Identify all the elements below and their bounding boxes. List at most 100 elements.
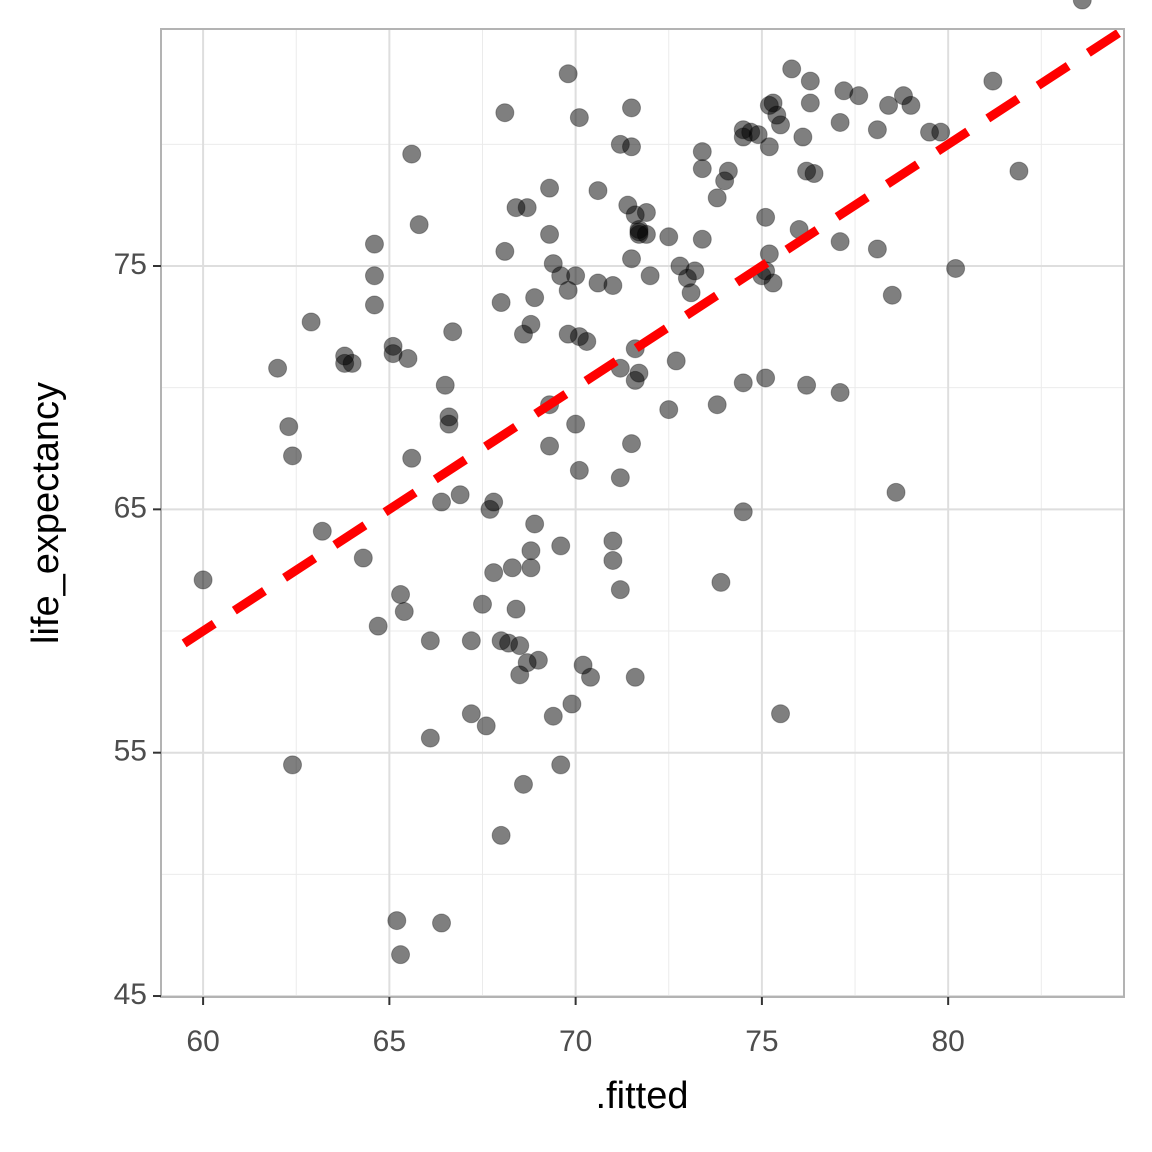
y-tick-label: 45 <box>114 978 147 1011</box>
point <box>391 585 411 605</box>
point <box>402 144 422 164</box>
point <box>659 227 679 247</box>
point <box>771 704 791 724</box>
point <box>521 558 541 578</box>
point <box>748 125 768 145</box>
point <box>622 249 642 269</box>
point <box>491 825 511 845</box>
point <box>566 414 586 434</box>
point <box>569 460 589 480</box>
reference-line <box>181 25 1127 648</box>
point <box>551 536 571 556</box>
point <box>558 280 578 300</box>
point <box>636 202 656 222</box>
point <box>521 541 541 561</box>
point <box>756 207 776 227</box>
point <box>733 373 753 393</box>
x-tick-label: 60 <box>186 1025 219 1058</box>
point <box>283 755 303 775</box>
point <box>409 215 429 235</box>
point <box>711 572 731 592</box>
point <box>759 137 779 157</box>
point <box>528 650 548 670</box>
y-axis-title: life_expectancy <box>25 382 67 644</box>
point <box>867 120 887 140</box>
point <box>763 273 783 293</box>
point <box>901 95 921 115</box>
point <box>562 694 582 714</box>
y-tick-label: 75 <box>114 248 147 281</box>
point <box>830 383 850 403</box>
point <box>368 616 388 636</box>
point <box>394 602 414 622</box>
point <box>681 283 701 303</box>
point <box>800 71 820 91</box>
point <box>540 178 560 198</box>
point <box>640 266 660 286</box>
point <box>279 417 299 437</box>
point <box>625 667 645 687</box>
y-tick-label: 55 <box>114 735 147 768</box>
point <box>983 71 1003 91</box>
point <box>510 636 530 656</box>
point <box>506 599 526 619</box>
point <box>402 448 422 468</box>
point <box>525 514 545 534</box>
point <box>886 482 906 502</box>
point <box>931 122 951 142</box>
point <box>581 667 601 687</box>
point <box>353 548 373 568</box>
point <box>268 358 288 378</box>
point <box>391 945 411 965</box>
point <box>540 224 560 244</box>
point <box>610 468 630 488</box>
point <box>443 322 463 342</box>
point <box>387 911 407 931</box>
point <box>513 774 533 794</box>
point <box>484 492 504 512</box>
point <box>1072 0 1092 10</box>
point <box>610 580 630 600</box>
point <box>450 485 470 505</box>
point <box>551 755 571 775</box>
point <box>476 716 496 736</box>
point <box>461 631 481 651</box>
point <box>439 414 459 434</box>
point <box>603 275 623 295</box>
point <box>342 353 362 373</box>
point <box>830 232 850 252</box>
point <box>461 704 481 724</box>
point <box>495 103 515 123</box>
point <box>882 285 902 305</box>
point <box>301 312 321 332</box>
point <box>398 348 418 368</box>
point <box>435 375 455 395</box>
point <box>525 288 545 308</box>
point <box>543 706 563 726</box>
point <box>692 142 712 162</box>
point <box>707 188 727 208</box>
point <box>733 502 753 522</box>
point <box>622 434 642 454</box>
point <box>558 64 578 84</box>
point <box>502 558 522 578</box>
y-tick-label: 65 <box>114 491 147 524</box>
point <box>800 93 820 113</box>
point <box>946 258 966 278</box>
point <box>566 266 586 286</box>
point <box>830 112 850 132</box>
point <box>603 550 623 570</box>
point <box>797 375 817 395</box>
point <box>588 181 608 201</box>
point <box>666 351 686 371</box>
point <box>577 331 597 351</box>
point <box>692 159 712 179</box>
point <box>283 446 303 466</box>
point <box>1009 161 1029 181</box>
point <box>521 314 541 334</box>
x-tick-label: 65 <box>373 1025 406 1058</box>
point <box>659 400 679 420</box>
point <box>364 295 384 315</box>
